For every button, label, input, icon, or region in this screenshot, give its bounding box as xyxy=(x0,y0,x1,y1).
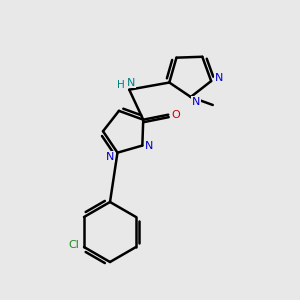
Text: N: N xyxy=(192,97,200,107)
Text: N: N xyxy=(127,78,135,88)
Text: Cl: Cl xyxy=(69,240,80,250)
Text: N: N xyxy=(215,73,223,83)
Text: H: H xyxy=(117,80,125,90)
Text: N: N xyxy=(145,140,154,151)
Text: O: O xyxy=(172,110,181,120)
Text: N: N xyxy=(106,152,115,162)
